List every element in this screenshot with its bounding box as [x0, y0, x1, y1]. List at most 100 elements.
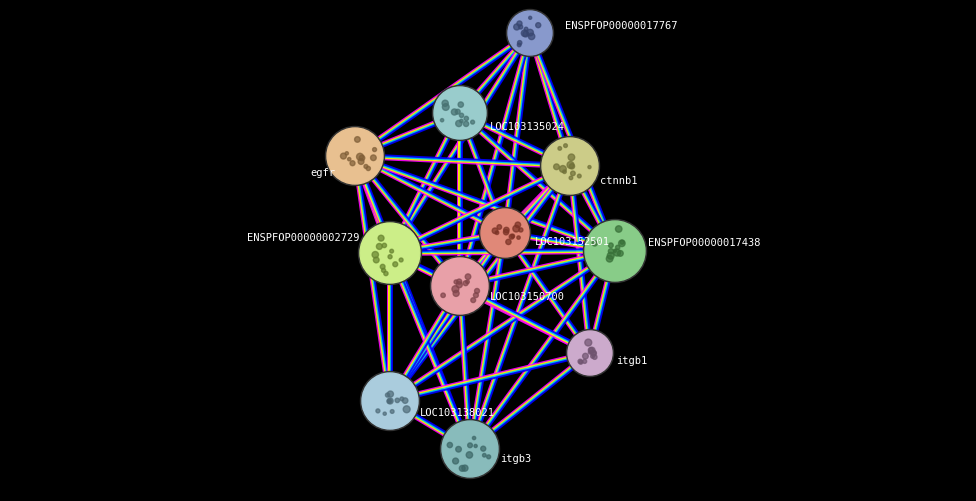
- Circle shape: [527, 30, 534, 36]
- Circle shape: [564, 144, 567, 147]
- Circle shape: [381, 265, 385, 269]
- Circle shape: [364, 164, 368, 168]
- Circle shape: [523, 31, 529, 37]
- Circle shape: [432, 258, 488, 314]
- Circle shape: [456, 282, 463, 288]
- Circle shape: [473, 293, 478, 298]
- Circle shape: [327, 128, 383, 184]
- Circle shape: [399, 258, 403, 262]
- Circle shape: [372, 252, 379, 258]
- Circle shape: [585, 339, 591, 346]
- Circle shape: [359, 155, 365, 161]
- Circle shape: [347, 157, 351, 161]
- Circle shape: [510, 234, 514, 238]
- Circle shape: [468, 443, 472, 448]
- Circle shape: [618, 250, 624, 257]
- Circle shape: [474, 289, 479, 294]
- Circle shape: [387, 398, 393, 404]
- Circle shape: [517, 41, 522, 45]
- Circle shape: [509, 234, 514, 239]
- Circle shape: [558, 147, 561, 150]
- Circle shape: [360, 372, 420, 430]
- Circle shape: [384, 272, 388, 276]
- Circle shape: [583, 359, 587, 363]
- Circle shape: [460, 113, 464, 117]
- Circle shape: [592, 241, 597, 246]
- Circle shape: [521, 30, 528, 37]
- Circle shape: [566, 330, 614, 376]
- Circle shape: [474, 444, 477, 447]
- Circle shape: [346, 152, 348, 155]
- Circle shape: [613, 249, 617, 253]
- Circle shape: [542, 138, 598, 194]
- Circle shape: [578, 359, 583, 364]
- Circle shape: [454, 280, 458, 284]
- Circle shape: [619, 240, 626, 246]
- Circle shape: [460, 119, 464, 123]
- Text: LOC103150700: LOC103150700: [490, 292, 565, 302]
- Text: ctnnb1: ctnnb1: [600, 176, 637, 186]
- Circle shape: [541, 136, 599, 195]
- Circle shape: [529, 16, 532, 20]
- Circle shape: [559, 165, 566, 172]
- Circle shape: [591, 351, 596, 356]
- Circle shape: [495, 231, 499, 234]
- Circle shape: [447, 442, 453, 448]
- Circle shape: [506, 239, 511, 244]
- Circle shape: [465, 116, 468, 121]
- Circle shape: [456, 446, 462, 452]
- Circle shape: [434, 87, 486, 139]
- Circle shape: [563, 170, 566, 173]
- Circle shape: [620, 240, 624, 244]
- Circle shape: [456, 120, 462, 127]
- Circle shape: [350, 161, 355, 166]
- Circle shape: [453, 291, 459, 297]
- Circle shape: [458, 102, 464, 107]
- Circle shape: [386, 393, 389, 397]
- Circle shape: [451, 109, 458, 115]
- Circle shape: [584, 219, 646, 283]
- Circle shape: [464, 121, 468, 126]
- Circle shape: [374, 257, 379, 263]
- Circle shape: [479, 207, 531, 259]
- Circle shape: [589, 347, 595, 353]
- Circle shape: [341, 153, 346, 159]
- Circle shape: [362, 373, 418, 429]
- Circle shape: [504, 227, 509, 233]
- Circle shape: [578, 174, 581, 178]
- Circle shape: [440, 419, 500, 478]
- Circle shape: [553, 164, 559, 170]
- Circle shape: [536, 23, 541, 28]
- Circle shape: [390, 410, 394, 413]
- Circle shape: [389, 249, 393, 253]
- Circle shape: [384, 412, 386, 415]
- Circle shape: [354, 137, 360, 142]
- Circle shape: [470, 298, 475, 303]
- Circle shape: [517, 236, 520, 239]
- Circle shape: [472, 436, 475, 440]
- Text: itgb1: itgb1: [616, 356, 647, 366]
- Circle shape: [487, 455, 491, 459]
- Circle shape: [607, 253, 614, 259]
- Circle shape: [403, 406, 410, 413]
- Circle shape: [608, 243, 613, 247]
- Circle shape: [373, 148, 377, 152]
- Circle shape: [395, 398, 399, 403]
- Text: LOC103138021: LOC103138021: [420, 408, 495, 418]
- Circle shape: [376, 409, 380, 413]
- Circle shape: [518, 228, 523, 232]
- Circle shape: [524, 27, 528, 31]
- Circle shape: [392, 262, 397, 267]
- Circle shape: [482, 453, 486, 457]
- Text: ENSPFOP00000017438: ENSPFOP00000017438: [648, 238, 760, 248]
- Circle shape: [455, 109, 460, 114]
- Circle shape: [470, 120, 474, 124]
- Circle shape: [378, 235, 384, 241]
- Circle shape: [571, 171, 575, 176]
- Circle shape: [568, 154, 575, 160]
- Circle shape: [515, 222, 520, 227]
- Circle shape: [440, 119, 444, 122]
- Circle shape: [518, 25, 523, 29]
- Circle shape: [583, 353, 589, 359]
- Circle shape: [590, 350, 596, 356]
